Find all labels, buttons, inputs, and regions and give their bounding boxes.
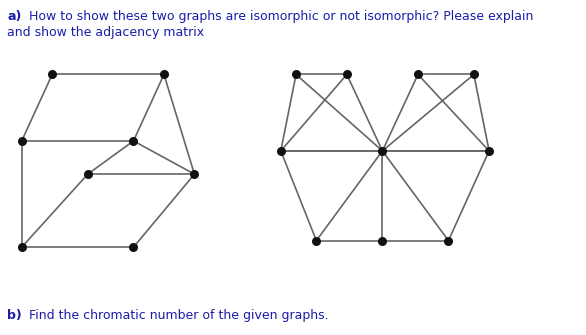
- Text: How to show these two graphs are isomorphic or not isomorphic? Please explain: How to show these two graphs are isomorp…: [29, 10, 534, 23]
- Text: b): b): [8, 309, 22, 322]
- Text: a): a): [8, 10, 22, 23]
- Text: and show the adjacency matrix: and show the adjacency matrix: [8, 26, 205, 39]
- Text: Find the chromatic number of the given graphs.: Find the chromatic number of the given g…: [29, 309, 329, 322]
